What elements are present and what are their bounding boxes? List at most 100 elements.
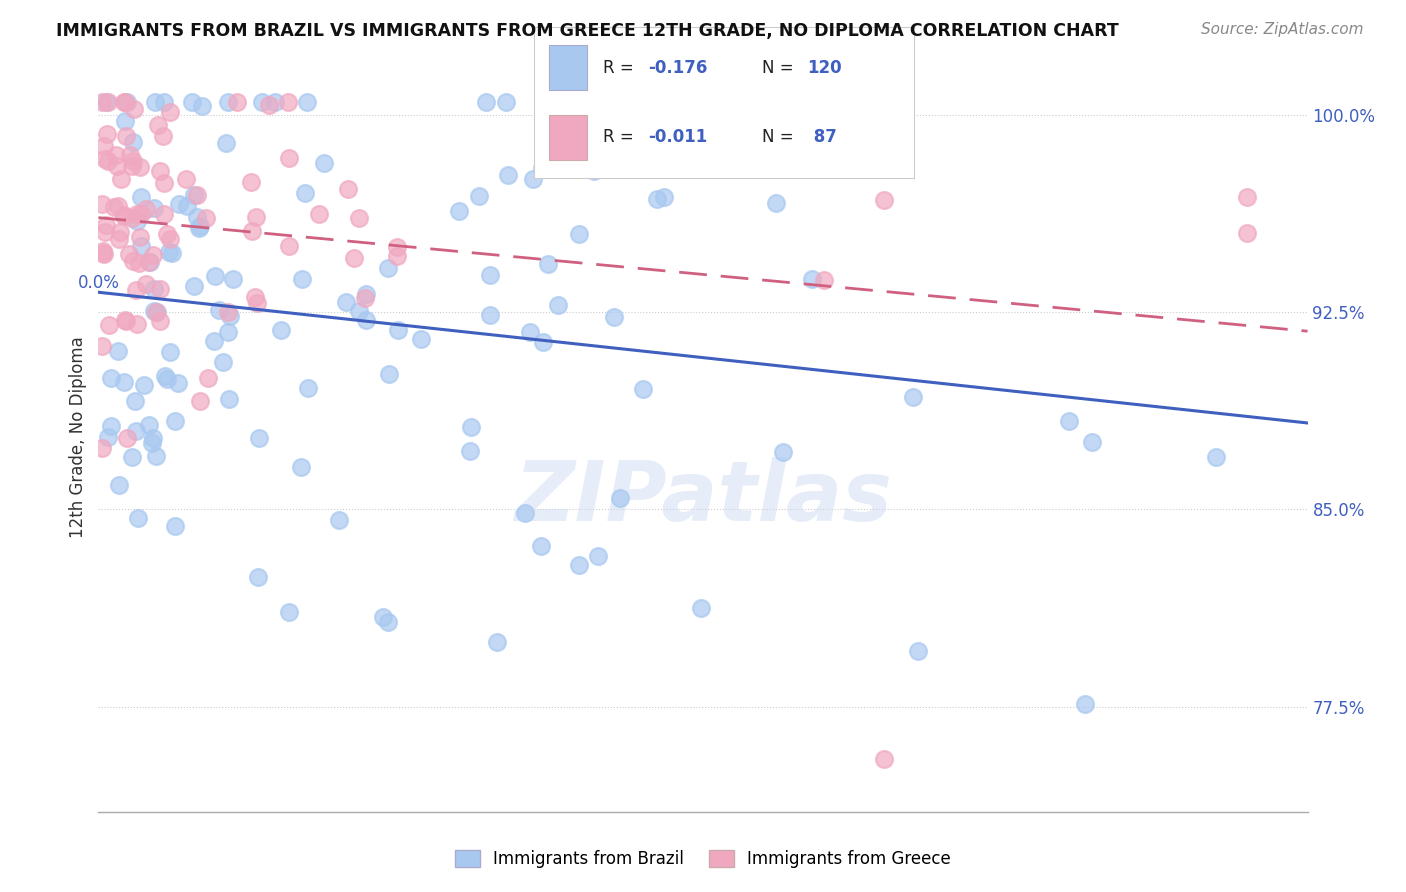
Point: [218, 392, 240, 406]
Point: [187, 221, 209, 235]
Point: [478, 308, 501, 322]
Point: [114, 95, 136, 109]
Point: [385, 249, 408, 263]
Point: [143, 304, 166, 318]
Y-axis label: 12th Grade, No Diploma: 12th Grade, No Diploma: [69, 336, 87, 538]
Point: [159, 345, 181, 359]
Point: [125, 425, 148, 439]
Point: [801, 95, 824, 109]
Point: [347, 211, 370, 225]
Point: [1236, 227, 1258, 241]
Point: [645, 192, 668, 206]
Point: [609, 491, 631, 505]
Point: [159, 232, 181, 246]
Point: [294, 186, 316, 200]
Point: [603, 310, 626, 325]
FancyBboxPatch shape: [550, 115, 588, 161]
Point: [105, 159, 128, 173]
Point: [519, 325, 541, 339]
Point: [312, 156, 335, 170]
Point: [108, 225, 131, 239]
Point: [122, 102, 145, 116]
Point: [215, 136, 238, 150]
Point: [180, 95, 202, 109]
Point: [166, 376, 188, 391]
Point: [197, 371, 219, 385]
Point: [263, 95, 285, 109]
Point: [156, 372, 179, 386]
Point: [141, 436, 163, 450]
Text: R =: R =: [603, 59, 638, 77]
Point: [153, 369, 176, 384]
Point: [447, 203, 470, 218]
Point: [145, 449, 167, 463]
Point: [143, 282, 166, 296]
Point: [93, 139, 115, 153]
Point: [243, 290, 266, 304]
Point: [387, 323, 409, 337]
Point: [582, 164, 605, 178]
Point: [121, 159, 143, 173]
Point: [129, 230, 152, 244]
Text: N =: N =: [762, 59, 799, 77]
Point: [124, 393, 146, 408]
Text: IMMIGRANTS FROM BRAZIL VS IMMIGRANTS FROM GREECE 12TH GRADE, NO DIPLOMA CORRELAT: IMMIGRANTS FROM BRAZIL VS IMMIGRANTS FRO…: [56, 22, 1119, 40]
Point: [121, 254, 143, 268]
Point: [801, 272, 824, 286]
Legend: Immigrants from Brazil, Immigrants from Greece: Immigrants from Brazil, Immigrants from …: [449, 843, 957, 875]
Text: -0.011: -0.011: [648, 128, 707, 146]
Point: [495, 95, 517, 109]
Point: [114, 313, 136, 327]
Point: [97, 429, 120, 443]
Point: [458, 444, 481, 458]
Point: [159, 105, 181, 120]
Point: [195, 211, 218, 226]
Point: [276, 95, 298, 109]
Point: [765, 195, 787, 210]
Point: [530, 161, 553, 175]
Point: [149, 282, 172, 296]
Point: [277, 239, 299, 253]
Point: [1057, 414, 1080, 428]
Point: [903, 390, 925, 404]
Point: [96, 127, 118, 141]
Point: [295, 95, 318, 109]
Point: [907, 644, 929, 658]
Point: [259, 98, 281, 112]
Point: [149, 314, 172, 328]
Point: [121, 450, 143, 464]
Point: [475, 95, 498, 109]
Point: [142, 201, 165, 215]
FancyBboxPatch shape: [550, 45, 588, 90]
Point: [335, 294, 357, 309]
Point: [617, 95, 640, 109]
Point: [1205, 450, 1227, 464]
Point: [129, 239, 152, 253]
Point: [97, 95, 120, 109]
Point: [114, 129, 136, 144]
Point: [155, 227, 177, 241]
Point: [772, 445, 794, 459]
Point: [118, 246, 141, 260]
Point: [153, 95, 176, 109]
Point: [107, 232, 129, 246]
Point: [1236, 190, 1258, 204]
Point: [97, 154, 120, 169]
Point: [689, 600, 711, 615]
Point: [378, 367, 401, 381]
Point: [343, 251, 366, 265]
Point: [485, 635, 508, 649]
Point: [143, 95, 166, 109]
Point: [127, 511, 149, 525]
Point: [219, 309, 242, 323]
Point: [163, 414, 186, 428]
Point: [100, 418, 122, 433]
Point: [149, 164, 172, 178]
Point: [247, 431, 270, 445]
Point: [112, 208, 135, 222]
Point: [239, 175, 262, 189]
Point: [125, 214, 148, 228]
Point: [107, 478, 129, 492]
Point: [91, 196, 114, 211]
Point: [145, 305, 167, 319]
